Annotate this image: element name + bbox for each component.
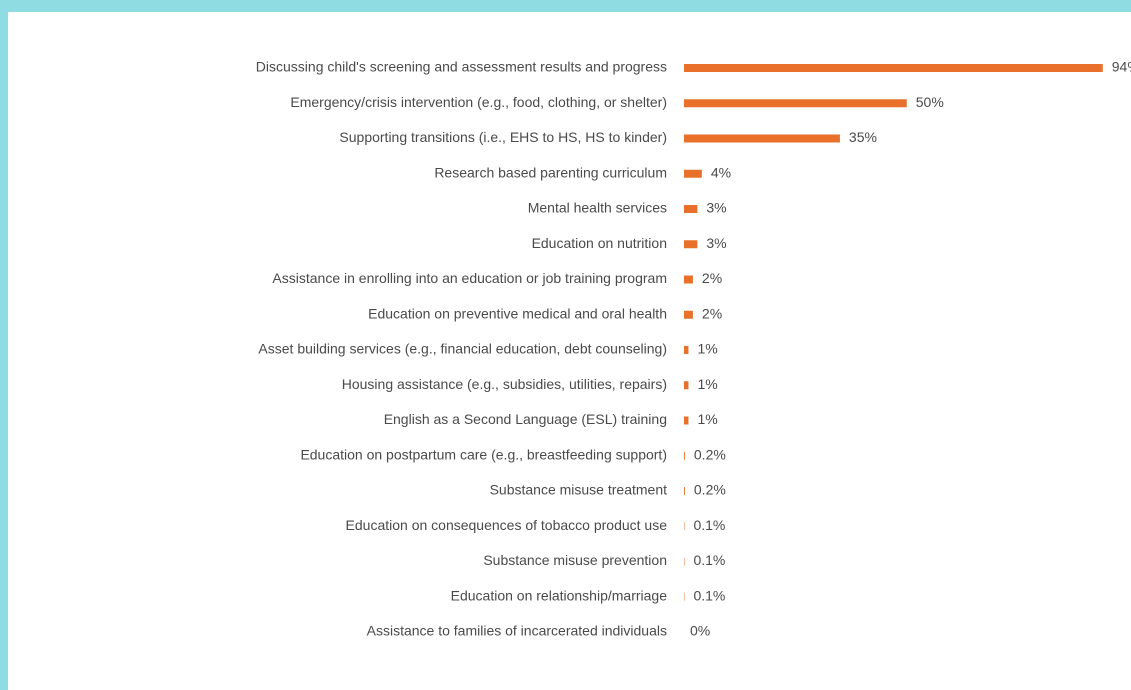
value-label: 3% [706, 200, 726, 216]
bar [684, 487, 685, 495]
bar [684, 99, 907, 108]
category-label: Assistance to families of incarcerated i… [367, 623, 667, 639]
category-label: Housing assistance (e.g., subsidies, uti… [342, 376, 667, 392]
category-label: Education on consequences of tobacco pro… [346, 517, 668, 533]
category-label: Substance misuse prevention [483, 552, 667, 568]
value-label: 3% [706, 235, 726, 251]
category-label: English as a Second Language (ESL) train… [384, 411, 667, 427]
value-label: 4% [711, 164, 731, 180]
bar [684, 240, 698, 249]
category-label: Education on nutrition [532, 235, 667, 251]
category-label: Education on relationship/marriage [451, 587, 668, 603]
category-label: Education on postpartum care (e.g., brea… [300, 446, 667, 462]
bar [684, 310, 693, 319]
bar [684, 381, 689, 390]
category-label: Research based parenting curriculum [434, 164, 667, 180]
value-label: 0% [690, 623, 710, 639]
category-label: Assistance in enrolling into an educatio… [272, 270, 667, 286]
value-label: 2% [702, 270, 722, 286]
value-label: 1% [697, 341, 717, 357]
category-label: Discussing child's screening and assessm… [256, 59, 667, 75]
value-label: 1% [697, 376, 717, 392]
category-label: Asset building services (e.g., financial… [258, 341, 667, 357]
value-label: 0.1% [693, 587, 725, 603]
value-label: 50% [916, 94, 944, 110]
value-label: 35% [849, 129, 877, 145]
category-label: Emergency/crisis intervention (e.g., foo… [290, 94, 667, 110]
value-label: 94% [1112, 59, 1131, 75]
bar [684, 169, 702, 178]
bar [684, 205, 698, 213]
bar [684, 451, 685, 460]
panel [8, 12, 1131, 690]
value-label: 2% [702, 305, 722, 321]
value-label: 1% [697, 411, 717, 427]
category-label: Mental health services [528, 200, 667, 216]
bar [684, 275, 693, 284]
bar [684, 346, 689, 354]
value-label: 0.2% [694, 482, 726, 498]
category-label: Education on preventive medical and oral… [368, 305, 667, 321]
bar [684, 416, 689, 425]
value-label: 0.1% [693, 517, 725, 533]
value-label: 0.1% [693, 552, 725, 568]
category-label: Supporting transitions (i.e., EHS to HS,… [339, 129, 667, 145]
category-label: Substance misuse treatment [490, 482, 668, 498]
bar [684, 134, 840, 143]
value-label: 0.2% [694, 446, 726, 462]
bar [684, 64, 1103, 72]
